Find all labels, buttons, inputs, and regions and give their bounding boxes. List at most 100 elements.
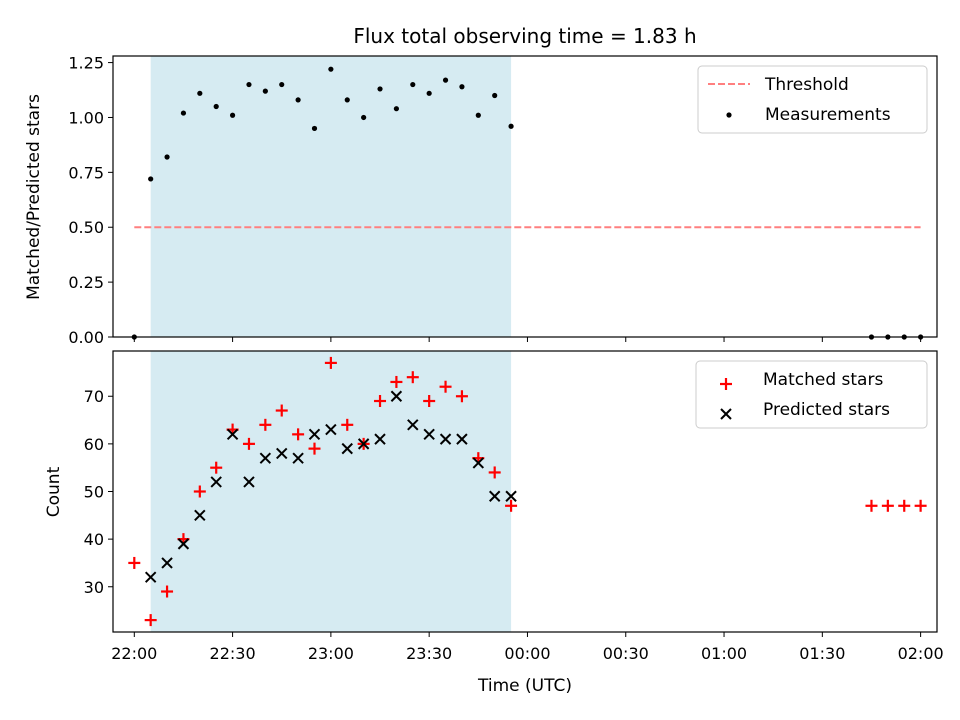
ratio-ytick-label: 0.00 [68, 328, 104, 347]
measurement-point [328, 66, 334, 72]
xtick-label: 22:30 [210, 644, 256, 663]
legend-measurements-label: Measurements [765, 105, 891, 125]
figure-title: Flux total observing time = 1.83 h [353, 24, 696, 48]
count-legend-box [695, 360, 928, 429]
measurement-point [262, 88, 268, 94]
matched-stars-point [374, 395, 387, 408]
count-panel: 30 40 50 60 70 22:00 22:30 23:00 23:30 00:00 00:3… [44, 350, 944, 696]
count-ytick-label: 50 [84, 483, 104, 502]
measurement-point [377, 86, 383, 92]
predicted-stars-point [456, 433, 468, 445]
measurement-point [426, 90, 432, 96]
xtick-label: 23:30 [406, 644, 452, 663]
measurement-point [180, 110, 187, 116]
matched-stars-point [292, 428, 305, 441]
ratio-ytick-label: 0.75 [68, 163, 104, 182]
legend-predicted-label: Predicted stars [763, 400, 890, 420]
matched-stars-point [193, 485, 206, 498]
xtick-label: 23:00 [308, 644, 354, 663]
measurement-point [459, 84, 465, 90]
matched-stars-point [161, 585, 174, 598]
matched-stars-point [341, 418, 354, 431]
predicted-stars-point [357, 438, 370, 450]
ratio-plot-frame [112, 55, 938, 338]
count-legend: Matched stars Predicted stars [695, 360, 928, 429]
measurement-point [492, 92, 498, 99]
measurement-point [393, 106, 400, 112]
predicted-stars-point [292, 452, 304, 464]
ratio-observing-span [150, 56, 512, 337]
measurement-point [361, 114, 367, 121]
legend-predicted-swatch [720, 408, 732, 420]
predicted-stars-point [308, 428, 321, 441]
matched-stars-point [423, 395, 436, 408]
measurement-point [344, 97, 350, 103]
predicted-stars-point [243, 476, 255, 488]
predicted-stars-point [423, 428, 435, 441]
matched-stars-point [390, 375, 403, 388]
predicted-stars-point [407, 419, 419, 431]
xtick-label: 00:00 [504, 644, 550, 663]
count-ytick-label: 70 [84, 387, 104, 406]
legend-matched-label: Matched stars [763, 370, 883, 390]
ratio-ytick-label: 1.00 [68, 108, 104, 127]
xtick-label: 00:30 [603, 644, 649, 663]
measurement-point [410, 81, 416, 88]
predicted-stars-point [161, 557, 173, 569]
matched-stars-point [439, 380, 452, 393]
predicted-stars-point [226, 428, 239, 441]
measurement-point [475, 112, 481, 118]
predicted-stars-point [374, 433, 386, 445]
matched-stars-point [881, 499, 894, 512]
matched-stars-point [144, 614, 157, 627]
xtick-label: 22:00 [111, 644, 157, 663]
legend-matched-swatch [720, 378, 732, 390]
matched-stars-point [914, 499, 927, 512]
predicted-stars-point [439, 433, 452, 445]
legend-measurements-swatch [726, 112, 732, 118]
matched-stars-point [455, 390, 468, 403]
predicted-stars-point [144, 571, 157, 583]
measurement-point [311, 125, 318, 132]
xtick-label: 01:30 [799, 644, 845, 663]
count-ylabel: Count [44, 466, 64, 517]
predicted-stars-point [276, 447, 288, 460]
matched-stars-point [505, 499, 518, 512]
predicted-stars-point [210, 476, 222, 488]
matched-stars-point [324, 356, 337, 369]
predicted-stars-point [177, 538, 190, 550]
matched-stars-point [210, 461, 223, 474]
ratio-legend: Threshold Measurements [697, 65, 928, 134]
matched-stars-point [242, 437, 255, 450]
ratio-ylabel: Matched/Predicted stars [24, 94, 44, 300]
measurement-point [197, 90, 203, 96]
predicted-stars-point [505, 490, 517, 502]
predicted-stars-point [341, 442, 353, 455]
matched-stars-point [275, 404, 288, 417]
ratio-panel: 0.00 0.25 0.50 0.75 1.00 1.25 Matched/Predict… [24, 54, 938, 347]
matched-stars-point [865, 499, 878, 512]
ratio-ytick-label: 1.25 [68, 54, 104, 73]
predicted-stars-point [488, 490, 501, 502]
measurement-point [295, 97, 301, 103]
matched-stars-point [898, 499, 911, 512]
measurement-point [164, 154, 170, 160]
xtick-label: 01:00 [701, 644, 747, 663]
ratio-legend-box [697, 65, 928, 134]
count-ytick-label: 40 [84, 530, 104, 549]
matched-stars-point [308, 442, 321, 455]
count-ytick-label: 60 [84, 435, 104, 454]
matched-stars-point [406, 371, 419, 384]
measurement-point [246, 81, 252, 88]
measurement-point [148, 176, 154, 182]
predicted-stars-point [194, 509, 206, 522]
legend-threshold-label: Threshold [764, 75, 849, 95]
predicted-stars-point [325, 423, 337, 436]
ratio-ytick-label: 0.25 [68, 273, 104, 292]
predicted-stars-point [259, 452, 272, 464]
ratio-ytick-label: 0.50 [68, 218, 104, 237]
measurement-point [279, 81, 285, 88]
matched-stars-point [259, 418, 272, 431]
matched-stars-point [488, 466, 501, 479]
